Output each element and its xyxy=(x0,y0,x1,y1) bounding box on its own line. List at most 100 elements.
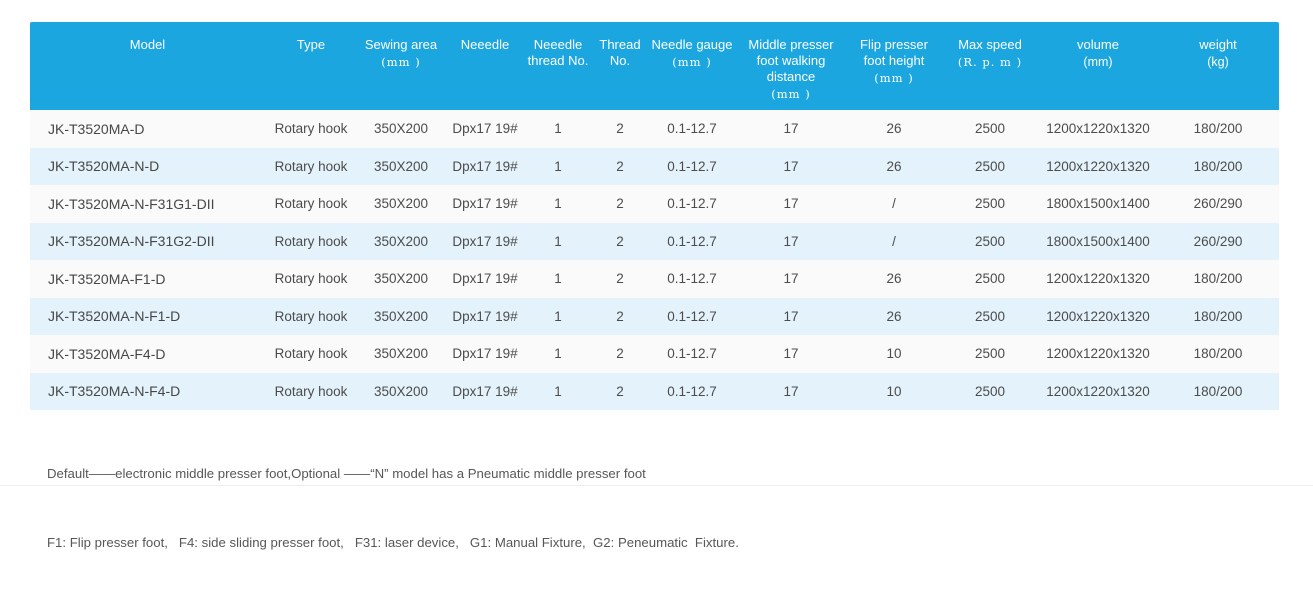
spec-cell: 350X200 xyxy=(357,185,445,223)
spec-cell: 2500 xyxy=(941,335,1039,373)
model-cell: JK-T3520MA-F4-D xyxy=(30,335,265,373)
spec-cell: 1 xyxy=(525,335,591,373)
col-header-sewing-area: Sewing area (mm ) xyxy=(357,22,445,110)
spec-cell: Rotary hook xyxy=(265,372,357,410)
spec-cell: 2500 xyxy=(941,110,1039,148)
col-label: Type xyxy=(296,37,326,52)
spec-cell: 2500 xyxy=(941,147,1039,185)
col-header-volume: volume (mm) xyxy=(1039,22,1157,110)
footnote-abbreviations: F1: Flip presser foot, F4: side sliding … xyxy=(47,535,739,550)
spec-cell: 26 xyxy=(847,260,941,298)
spec-cell: 350X200 xyxy=(357,335,445,373)
spec-cell: Rotary hook xyxy=(265,110,357,148)
spec-cell: 26 xyxy=(847,147,941,185)
spec-cell: 350X200 xyxy=(357,222,445,260)
spec-cell: 2500 xyxy=(941,222,1039,260)
spec-cell: 17 xyxy=(735,222,847,260)
spec-cell: 2500 xyxy=(941,260,1039,298)
col-unit: (mm ) xyxy=(874,71,914,85)
spec-cell: Dpx17 19# xyxy=(445,222,525,260)
spec-cell: 180/200 xyxy=(1157,260,1279,298)
col-label: weight xyxy=(1199,37,1237,52)
model-cell: JK-T3520MA-F1-D xyxy=(30,260,265,298)
spec-cell: 1 xyxy=(525,260,591,298)
spec-cell: 26 xyxy=(847,110,941,148)
spec-cell: 1 xyxy=(525,297,591,335)
col-label: Flip presser foot height xyxy=(860,37,928,68)
spec-cell: 0.1-12.7 xyxy=(649,260,735,298)
model-cell: JK-T3520MA-D xyxy=(30,110,265,148)
spec-cell: 180/200 xyxy=(1157,335,1279,373)
spec-cell: / xyxy=(847,222,941,260)
spec-cell: 260/290 xyxy=(1157,185,1279,223)
spec-cell: 180/200 xyxy=(1157,372,1279,410)
spec-cell: 1 xyxy=(525,110,591,148)
spec-cell: Rotary hook xyxy=(265,147,357,185)
spec-cell: 0.1-12.7 xyxy=(649,147,735,185)
col-label: Neeedle thread No. xyxy=(527,37,589,68)
spec-cell: 180/200 xyxy=(1157,147,1279,185)
spec-cell: 1200x1220x1320 xyxy=(1039,260,1157,298)
spec-cell: Dpx17 19# xyxy=(445,260,525,298)
col-header-needle-thread-no: Neeedle thread No. xyxy=(525,22,591,110)
spec-cell: Dpx17 19# xyxy=(445,185,525,223)
header-row: Model Type Sewing area (mm ) Neeedle Nee… xyxy=(30,22,1279,110)
table-row: JK-T3520MA-N-F31G2-DII Rotary hook 350X200… xyxy=(30,222,1279,260)
spec-cell: 10 xyxy=(847,335,941,373)
spec-cell: 1 xyxy=(525,147,591,185)
spec-table: Model Type Sewing area (mm ) Neeedle Nee… xyxy=(30,22,1279,410)
spec-cell: 0.1-12.7 xyxy=(649,222,735,260)
spec-cell: 17 xyxy=(735,260,847,298)
spec-cell: 2 xyxy=(591,147,649,185)
table-body: JK-T3520MA-D Rotary hook 350X200 Dpx17 19# 1… xyxy=(30,110,1279,410)
spec-cell: 2500 xyxy=(941,372,1039,410)
col-header-thread-no: Thread No. xyxy=(591,22,649,110)
spec-cell: 1200x1220x1320 xyxy=(1039,335,1157,373)
spec-cell: 350X200 xyxy=(357,372,445,410)
spec-cell: 26 xyxy=(847,297,941,335)
spec-cell: 17 xyxy=(735,372,847,410)
table-row: JK-T3520MA-F4-D Rotary hook 350X200 Dpx17 1… xyxy=(30,335,1279,373)
spec-cell: 2 xyxy=(591,222,649,260)
col-unit: (mm ) xyxy=(771,87,811,101)
spec-cell: Rotary hook xyxy=(265,185,357,223)
col-header-middle-presser-distance: Middle presser foot walking distance (mm… xyxy=(735,22,847,110)
col-label: Max speed xyxy=(958,37,1022,52)
col-label: Model xyxy=(129,37,166,52)
spec-cell: 260/290 xyxy=(1157,222,1279,260)
model-cell: JK-T3520MA-N-D xyxy=(30,147,265,185)
table-row: JK-T3520MA-N-D Rotary hook 350X200 Dpx17 19… xyxy=(30,147,1279,185)
spec-cell: 17 xyxy=(735,297,847,335)
model-cell: JK-T3520MA-N-F31G1-DII xyxy=(30,185,265,223)
spec-cell: 1200x1220x1320 xyxy=(1039,372,1157,410)
spec-cell: 2 xyxy=(591,372,649,410)
spec-cell: 1 xyxy=(525,185,591,223)
spec-cell: 0.1-12.7 xyxy=(649,297,735,335)
col-header-flip-presser-height: Flip presser foot height (mm ) xyxy=(847,22,941,110)
footnotes: Default——electronic middle presser foot,… xyxy=(47,416,739,600)
table-row: JK-T3520MA-N-F4-D Rotary hook 350X200 Dpx17… xyxy=(30,372,1279,410)
spec-cell: 2 xyxy=(591,335,649,373)
spec-cell: 350X200 xyxy=(357,297,445,335)
spec-cell: 350X200 xyxy=(357,260,445,298)
spec-cell: 17 xyxy=(735,147,847,185)
col-label: Neeedle xyxy=(460,37,510,52)
spec-cell: 180/200 xyxy=(1157,297,1279,335)
spec-cell: 2500 xyxy=(941,297,1039,335)
table-row: JK-T3520MA-F1-D Rotary hook 350X200 Dpx17 1… xyxy=(30,260,1279,298)
spec-cell: Dpx17 19# xyxy=(445,372,525,410)
col-header-needle: Neeedle xyxy=(445,22,525,110)
spec-cell: 17 xyxy=(735,335,847,373)
spec-sheet-page: Model Type Sewing area (mm ) Neeedle Nee… xyxy=(0,22,1313,550)
spec-cell: 0.1-12.7 xyxy=(649,372,735,410)
spec-cell: 10 xyxy=(847,372,941,410)
spec-cell: 2 xyxy=(591,260,649,298)
spec-cell: 2 xyxy=(591,297,649,335)
spec-cell: 180/200 xyxy=(1157,110,1279,148)
spec-cell: 1200x1220x1320 xyxy=(1039,110,1157,148)
spec-cell: Dpx17 19# xyxy=(445,110,525,148)
spec-cell: 17 xyxy=(735,110,847,148)
col-label: volume xyxy=(1077,37,1119,52)
col-header-max-speed: Max speed (R. p. m ) xyxy=(941,22,1039,110)
spec-cell: Dpx17 19# xyxy=(445,297,525,335)
